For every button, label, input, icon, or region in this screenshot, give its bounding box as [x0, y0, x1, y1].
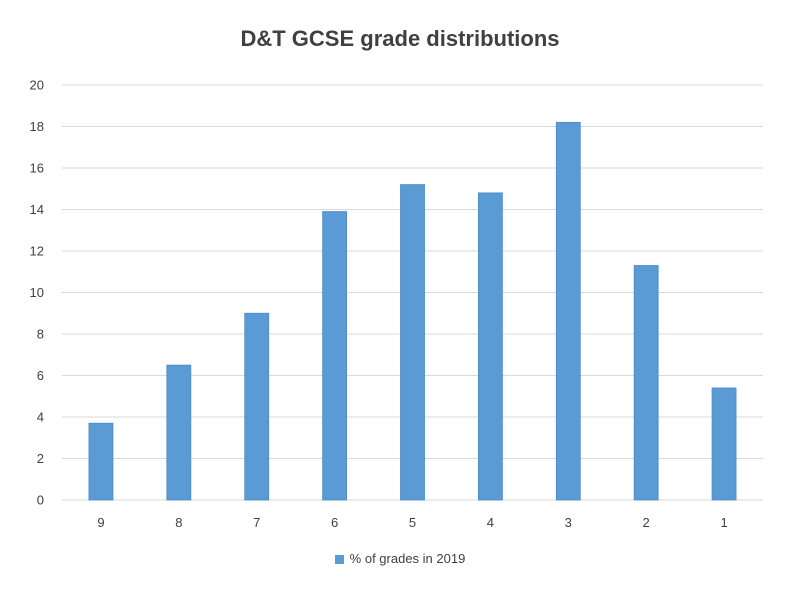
legend-swatch	[334, 555, 344, 564]
y-tick-label: 4	[37, 410, 44, 425]
x-tick-label: 5	[409, 515, 416, 530]
bar-grade-8	[166, 364, 192, 501]
y-tick-label: 0	[37, 493, 44, 508]
y-tick-label: 20	[30, 78, 44, 93]
bar-grade-2	[633, 265, 659, 501]
y-tick-label: 10	[30, 285, 44, 300]
chart-title: D&T GCSE grade distributions	[240, 26, 560, 51]
bar-grade-4	[477, 192, 503, 501]
bar-grade-6	[322, 211, 348, 501]
legend-label: % of grades in 2019	[349, 551, 466, 566]
y-tick-label: 2	[37, 451, 44, 466]
x-tick-label: 8	[175, 515, 182, 530]
x-tick-label: 6	[331, 515, 338, 530]
x-tick-label: 1	[720, 515, 727, 530]
bar-grade-7	[244, 312, 270, 501]
x-tick-label: 3	[565, 515, 572, 530]
x-tick-label: 9	[97, 515, 104, 530]
y-tick-label: 8	[37, 327, 44, 342]
bar-grade-5	[400, 184, 425, 501]
x-tick-label: 4	[487, 515, 494, 530]
y-tick-label: 14	[30, 202, 44, 217]
y-tick-label: 18	[30, 119, 44, 134]
bar-grade-3	[555, 121, 581, 501]
legend: % of grades in 2019	[0, 551, 800, 566]
x-tick-label: 7	[253, 515, 260, 530]
bar-grade-1	[711, 387, 737, 501]
bar-grade-9	[88, 422, 114, 501]
y-tick-label: 6	[37, 368, 44, 383]
x-tick-label: 2	[643, 515, 650, 530]
y-tick-label: 16	[30, 161, 44, 176]
y-tick-label: 12	[30, 244, 44, 259]
